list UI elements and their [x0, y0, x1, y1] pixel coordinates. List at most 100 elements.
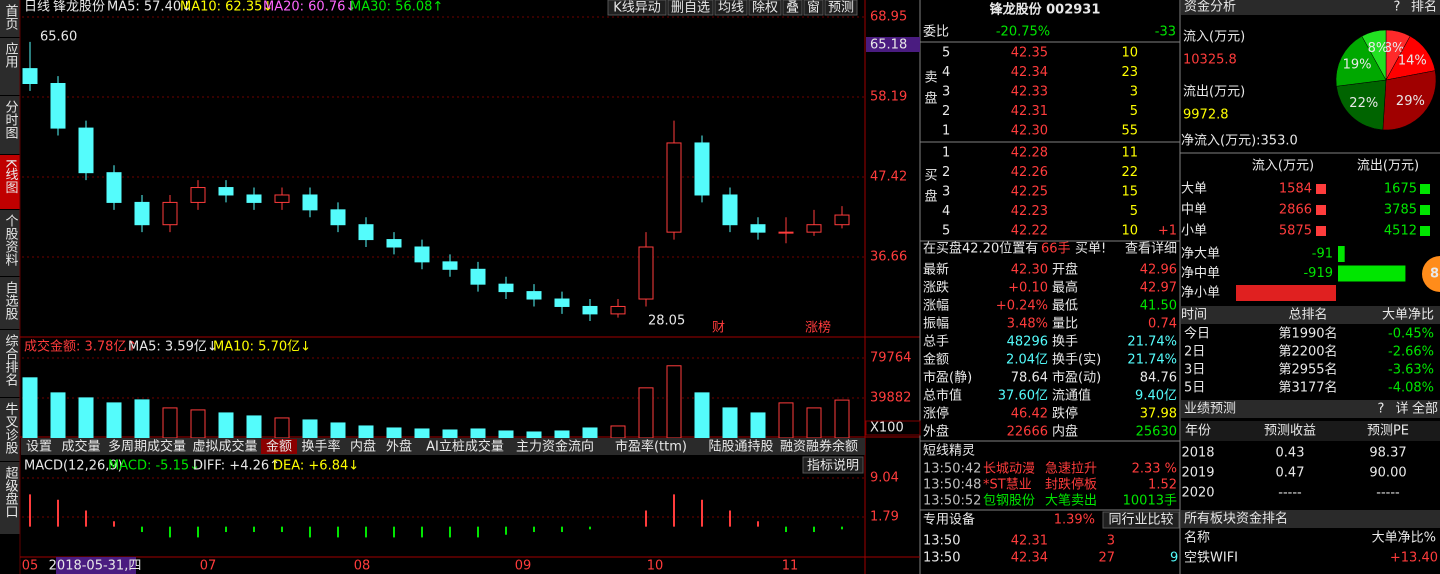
compare-button	[1102, 511, 1180, 529]
label: 0.74	[1148, 317, 1177, 332]
indicator-tab[interactable]: 设置	[26, 440, 52, 455]
indicator-tab[interactable]: 市盈率(ttm)	[615, 439, 687, 455]
label: 3	[942, 185, 950, 200]
indicator-tab[interactable]: 融资融券余额	[780, 439, 858, 455]
label: 日线	[24, 0, 50, 15]
label: 66手	[1041, 242, 1071, 257]
label: 1.39%	[1054, 513, 1095, 528]
label: 84.76	[1140, 371, 1177, 386]
label: 0.43	[1276, 446, 1305, 461]
indicator-tab[interactable]: 陆股通持股	[708, 439, 773, 455]
label[interactable]: 排名	[1411, 0, 1437, 15]
toolbar-label[interactable]: K线异动	[613, 1, 661, 16]
label: 42.25	[1011, 185, 1048, 200]
volume-bar	[246, 415, 262, 439]
label: -4.08%	[1388, 381, 1434, 396]
label: MA10: 5.70亿↓	[213, 340, 311, 355]
label[interactable]: 查看详细	[1125, 241, 1177, 257]
y-tick-label: 36.66	[870, 249, 907, 264]
pie-label: 19%	[1343, 58, 1372, 73]
panel-titlebar	[1181, 510, 1440, 528]
help-button	[802, 456, 864, 474]
indicator-tab[interactable]: 金额	[266, 439, 292, 455]
unit-box	[865, 420, 921, 436]
toolbar-label[interactable]: 预测	[828, 1, 854, 16]
label[interactable]: ?	[1394, 0, 1401, 15]
volume-bar	[610, 425, 626, 439]
candle-body	[22, 68, 38, 84]
label: 净中单	[1181, 266, 1220, 281]
sidebar-tab	[0, 398, 20, 461]
label: 46.42	[1011, 407, 1048, 422]
label: 市盈(静)	[923, 370, 972, 386]
label: 2.33 %	[1132, 462, 1177, 477]
label: 0.47	[1276, 466, 1305, 481]
label: 42.96	[1140, 263, 1177, 278]
volume-bar	[414, 428, 430, 439]
volume-bar	[134, 399, 150, 439]
label: 2018	[1181, 446, 1214, 461]
candle-body	[694, 142, 710, 196]
label: DEA: +6.84↓	[273, 459, 359, 474]
candle-body	[218, 187, 234, 196]
toolbar-label[interactable]: 叠	[786, 1, 799, 16]
label[interactable]: 同行业比较	[1108, 513, 1173, 528]
label: +1	[1158, 224, 1177, 239]
volume-bar	[50, 392, 66, 439]
toolbar-label[interactable]: 窗	[807, 0, 820, 16]
label: 2	[942, 104, 950, 119]
sidebar-label[interactable]: 超级盘口	[3, 466, 19, 518]
label[interactable]: ?	[1378, 402, 1385, 417]
flow-square	[1420, 226, 1430, 236]
toolbar-label[interactable]: 删自选	[671, 1, 710, 16]
volume-bar	[162, 407, 178, 439]
volume-bar	[694, 392, 710, 439]
label: 成交金额: 3.78亿↑	[24, 339, 137, 355]
label: 42.97	[1140, 281, 1177, 296]
indicator-tab[interactable]: AI立桩成交量	[426, 439, 504, 455]
indicator-tab[interactable]: 内盘	[350, 439, 376, 455]
label: 总排名	[1288, 307, 1327, 323]
sidebar-label[interactable]: K线图	[3, 159, 19, 194]
sidebar-label[interactable]: 个股资料	[3, 214, 19, 266]
net-flow-bar	[1338, 265, 1406, 282]
label[interactable]: 详	[1395, 402, 1408, 417]
y-tick-label: 9.04	[870, 471, 899, 486]
candle-body	[610, 305, 626, 315]
label: 3日	[1184, 363, 1205, 378]
indicator-tab[interactable]: 换手率	[301, 439, 340, 455]
sidebar-label[interactable]: 自选股	[3, 281, 19, 321]
label[interactable]: 指标说明	[807, 459, 859, 474]
indicator-tab[interactable]: 多周期成交量	[108, 439, 186, 455]
label: 9.40亿	[1135, 389, 1177, 404]
sidebar-label[interactable]: 综合排名	[3, 334, 19, 386]
y-tick-label: 68.95	[870, 9, 907, 24]
label: 第2200名	[1278, 344, 1337, 360]
label: 买单!	[1075, 242, 1106, 257]
indicator-tab[interactable]: 主力资金流向	[516, 439, 594, 455]
toolbar-button	[803, 0, 824, 16]
indicator-tab[interactable]: 外盘	[386, 439, 412, 455]
candle-body	[302, 194, 318, 211]
sidebar-label[interactable]: 牛叉诊股	[3, 402, 19, 455]
label: MA30: 56.08↑	[350, 0, 443, 15]
label: 22666	[1007, 425, 1048, 440]
toolbar-label[interactable]: 除权	[752, 0, 778, 16]
panel-titlebar	[1181, 400, 1440, 418]
label: 委比	[923, 25, 949, 40]
toolbar-label[interactable]: 均线	[718, 1, 744, 16]
label: 1584	[1279, 182, 1312, 197]
label: 2	[942, 165, 950, 180]
label: 净大单	[1181, 247, 1220, 262]
indicator-tab[interactable]: 虚拟成交量	[192, 439, 257, 455]
volume-bar	[442, 429, 458, 439]
label[interactable]: 全部	[1412, 401, 1438, 417]
label: 13:50:48	[923, 478, 981, 493]
indicator-tab[interactable]: 成交量	[61, 439, 100, 455]
sidebar-label[interactable]: 应用	[3, 41, 19, 69]
pie-label: 29%	[1396, 94, 1425, 109]
event-tag: 财	[712, 321, 725, 336]
sidebar-label[interactable]: 首页	[3, 4, 19, 30]
sidebar-label[interactable]: 分时图	[3, 100, 19, 139]
label: 外盘	[923, 424, 949, 440]
